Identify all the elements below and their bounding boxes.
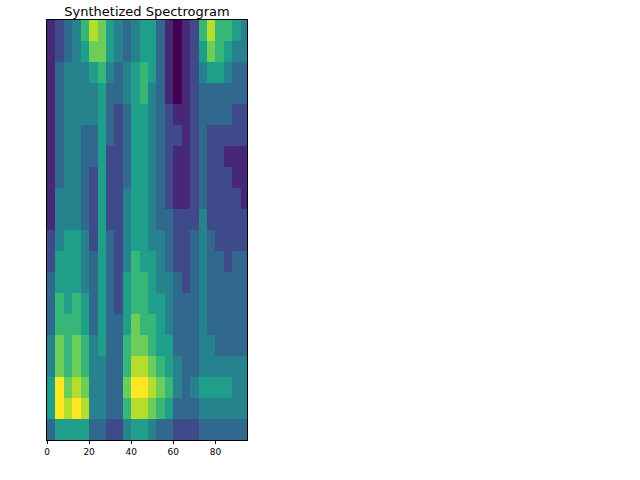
svg-text:0: 0 bbox=[44, 447, 50, 457]
svg-text:80: 80 bbox=[210, 447, 222, 457]
svg-text:60: 60 bbox=[168, 447, 180, 457]
svg-text:20: 20 bbox=[83, 447, 95, 457]
svg-text:40: 40 bbox=[125, 447, 137, 457]
svg-text:Synthetized Spectrogram: Synthetized Spectrogram bbox=[64, 4, 229, 19]
